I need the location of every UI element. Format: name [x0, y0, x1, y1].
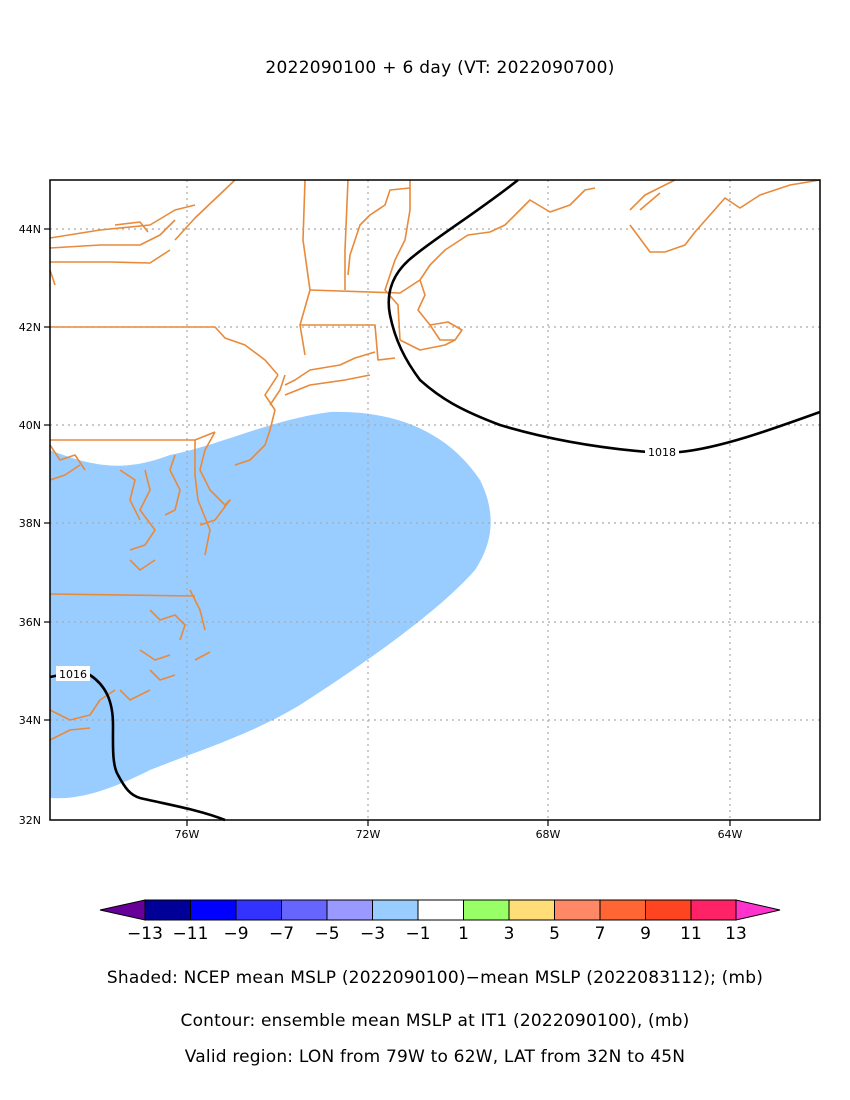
map-gridlines: [50, 180, 820, 820]
colorbar-bin: [645, 899, 692, 921]
colorbar-bin: [372, 899, 419, 921]
colorbar-label: 13: [725, 924, 747, 944]
mslp-contours: [49, 178, 821, 822]
colorbar-label: 11: [680, 924, 702, 944]
lat-tick-label: 44N: [19, 223, 41, 236]
colorbar-bin: [326, 899, 373, 921]
colorbar: [99, 899, 781, 921]
contour-1018: [387, 178, 821, 454]
lat-tick-label: 34N: [19, 714, 41, 727]
caption-region: Valid region: LON from 79W to 62W, LAT f…: [184, 1047, 686, 1067]
figure-title: 2022090100 + 6 day (VT: 2022090700): [265, 58, 615, 78]
colorbar-label: 3: [504, 924, 515, 944]
caption-shaded: Shaded: NCEP mean MSLP (2022090100)−mean…: [106, 968, 764, 988]
lon-tick-label: 72W: [356, 828, 381, 841]
colorbar-high-extend: [735, 899, 781, 921]
colorbar-bin: [463, 899, 510, 921]
colorbar-label: −13: [127, 924, 163, 944]
shaded-anomaly-area: [50, 411, 491, 799]
colorbar-label: 5: [549, 924, 560, 944]
colorbar-label: −9: [223, 924, 248, 944]
colorbar-bin: [417, 899, 464, 921]
contour-label-1016: 1016: [59, 668, 87, 681]
lon-tick-label: 68W: [536, 828, 561, 841]
map-frame: [49, 179, 821, 821]
colorbar-bin: [235, 899, 282, 921]
colorbar-label: −3: [360, 924, 385, 944]
colorbar-label: −1: [405, 924, 430, 944]
colorbar-label: 1: [458, 924, 469, 944]
contour-label-1018: 1018: [648, 446, 676, 459]
colorbar-bin: [690, 899, 737, 921]
colorbar-label: 9: [640, 924, 651, 944]
coastlines-borders: [49, 179, 821, 741]
lat-tick-label: 38N: [19, 517, 41, 530]
caption-contour: Contour: ensemble mean MSLP at IT1 (2022…: [180, 1011, 690, 1031]
colorbar-bin: [554, 899, 601, 921]
lat-tick-label: 40N: [19, 419, 41, 432]
colorbar-bin: [144, 899, 191, 921]
lat-tick-label: 32N: [19, 814, 41, 827]
lon-tick-label: 76W: [175, 828, 200, 841]
lon-tick-label: 64W: [718, 828, 743, 841]
colorbar-low-extend: [99, 899, 146, 921]
colorbar-bin: [281, 899, 328, 921]
colorbar-bin: [599, 899, 646, 921]
colorbar-bin: [190, 899, 237, 921]
contour-1016: [49, 673, 226, 822]
colorbar-label: −11: [173, 924, 209, 944]
colorbar-label: 7: [595, 924, 606, 944]
colorbar-label: −7: [269, 924, 294, 944]
colorbar-bin: [508, 899, 555, 921]
lat-tick-label: 36N: [19, 616, 41, 629]
lat-tick-label: 42N: [19, 321, 41, 334]
colorbar-label: −5: [314, 924, 339, 944]
